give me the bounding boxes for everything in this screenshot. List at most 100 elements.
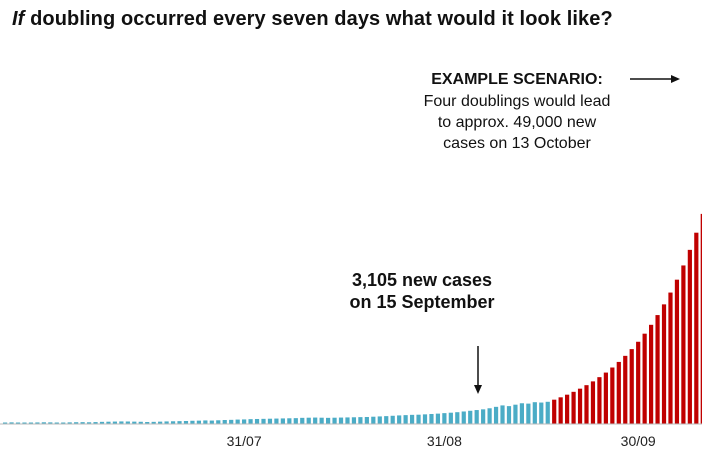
actual-bar-33 [216, 420, 221, 424]
actual-bar-62 [403, 415, 408, 424]
actual-bar-20 [132, 421, 137, 424]
actual-bar-74 [481, 409, 486, 424]
actual-bar-21 [138, 421, 143, 424]
scenario-line-2: to approx. 49,000 new [438, 114, 597, 131]
actual-bar-73 [474, 410, 479, 424]
actual-bar-43 [280, 418, 285, 424]
x-tick-label-1: 31/08 [427, 433, 462, 449]
projected-bar-12 [629, 349, 634, 424]
actual-bar-36 [235, 419, 240, 424]
projected-bar-3 [571, 391, 576, 424]
actual-bar-57 [371, 416, 376, 424]
actual-bar-23 [151, 421, 156, 424]
actual-bar-72 [468, 410, 473, 424]
actual-bar-71 [461, 411, 466, 424]
projected-bar-1 [558, 397, 563, 424]
actual-bar-37 [242, 419, 247, 424]
actual-bar-1 [9, 422, 14, 424]
actual-bar-52 [338, 417, 344, 424]
actual-bar-69 [448, 412, 453, 424]
projected-bar-22 [694, 232, 699, 424]
actual-bar-15 [99, 421, 105, 424]
title-rest: doubling occurred every seven days what … [24, 8, 613, 30]
actual-bar-45 [293, 418, 298, 424]
projected-bar-2 [565, 394, 570, 424]
current-line-2: on 15 September [349, 292, 494, 312]
actual-bar-31 [203, 420, 208, 424]
projected-bar-13 [636, 341, 641, 424]
actual-bar-76 [493, 406, 499, 424]
actual-bar-77 [500, 405, 505, 424]
projected-bar-15 [649, 324, 654, 424]
actual-bar-82 [532, 402, 537, 424]
projected-bar-7 [597, 377, 602, 424]
projected-bar-21 [687, 249, 692, 424]
actual-bar-75 [487, 408, 492, 424]
projected-bar-19 [674, 279, 680, 424]
actual-bar-12 [80, 422, 85, 424]
actual-bar-11 [74, 422, 79, 424]
actual-bar-4 [28, 422, 34, 424]
projected-bar-9 [610, 367, 615, 424]
actual-bar-6 [41, 422, 46, 424]
x-tick-label-0: 31/07 [227, 433, 262, 449]
chart-title: If doubling occurred every seven days wh… [12, 8, 613, 31]
actual-bar-30 [196, 420, 201, 424]
actual-bar-0 [3, 422, 8, 424]
actual-bar-59 [384, 416, 389, 424]
actual-bar-2 [15, 422, 21, 424]
actual-bar-70 [455, 412, 460, 424]
actual-bar-27 [177, 421, 182, 424]
scenario-heading: EXAMPLE SCENARIO: [431, 71, 603, 88]
projected-bar-8 [603, 372, 608, 424]
actual-bar-53 [345, 417, 350, 424]
current-arrow [474, 346, 482, 394]
bars-group [3, 213, 702, 424]
actual-bar-5 [35, 422, 40, 424]
actual-bar-81 [526, 403, 531, 424]
projected-bar-4 [577, 388, 583, 424]
actual-bar-66 [429, 413, 434, 424]
actual-bar-46 [300, 417, 305, 424]
actual-bar-34 [222, 420, 227, 424]
actual-bar-38 [248, 419, 253, 424]
actual-bar-39 [254, 418, 260, 424]
actual-bar-58 [377, 416, 382, 424]
actual-bar-35 [229, 419, 234, 424]
actual-bar-41 [267, 418, 273, 424]
scenario-arrow [630, 75, 680, 83]
actual-bar-40 [261, 418, 266, 424]
current-line-1: 3,105 new cases [352, 270, 492, 290]
actual-bar-16 [106, 421, 111, 424]
actual-bar-65 [422, 414, 428, 424]
projected-bar-6 [590, 381, 596, 424]
actual-bar-10 [67, 422, 72, 424]
projected-bar-14 [642, 333, 647, 424]
actual-bar-13 [86, 422, 92, 424]
actual-bar-55 [358, 417, 363, 424]
actual-bar-78 [506, 406, 512, 424]
actual-bar-49 [319, 417, 324, 424]
actual-bar-14 [93, 422, 98, 424]
actual-bar-83 [539, 402, 544, 424]
actual-bar-29 [190, 420, 195, 424]
actual-bar-18 [119, 421, 124, 424]
actual-bar-51 [332, 417, 337, 424]
projected-bar-5 [584, 385, 589, 424]
actual-bar-8 [54, 422, 59, 424]
actual-bar-68 [442, 413, 447, 424]
actual-bar-28 [183, 421, 189, 424]
actual-bar-50 [326, 417, 331, 424]
actual-bar-19 [125, 421, 130, 424]
actual-bar-26 [170, 421, 176, 424]
actual-bar-44 [287, 418, 292, 424]
projected-bar-11 [623, 355, 628, 424]
projected-bar-0 [552, 399, 557, 424]
projected-bar-23 [700, 213, 702, 424]
actual-bar-22 [145, 422, 150, 424]
actual-bar-79 [513, 404, 518, 424]
scenario-line-3: cases on 13 October [443, 135, 591, 152]
actual-bar-61 [397, 415, 402, 424]
actual-bar-24 [158, 421, 163, 424]
